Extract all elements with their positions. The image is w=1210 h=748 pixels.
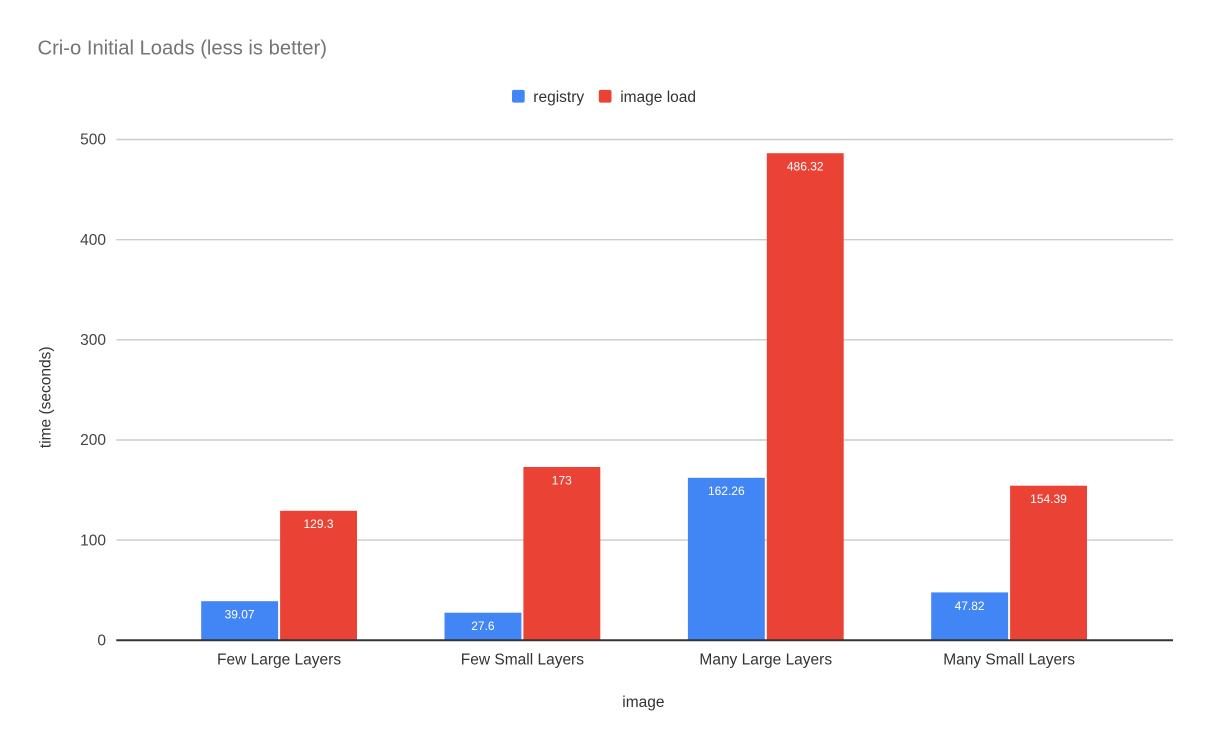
svg-text:time (seconds): time (seconds) xyxy=(37,346,54,448)
svg-text:Few Large Layers: Few Large Layers xyxy=(217,652,341,669)
svg-text:Many Small Layers: Many Small Layers xyxy=(943,652,1075,669)
svg-text:173: 173 xyxy=(552,473,572,487)
svg-text:200: 200 xyxy=(80,432,106,449)
svg-text:100: 100 xyxy=(80,532,106,549)
svg-text:500: 500 xyxy=(80,132,106,149)
svg-text:400: 400 xyxy=(80,232,106,249)
svg-text:154.39: 154.39 xyxy=(1030,492,1067,506)
svg-text:300: 300 xyxy=(80,332,106,349)
svg-text:47.82: 47.82 xyxy=(955,599,985,613)
svg-text:39.07: 39.07 xyxy=(225,608,255,622)
svg-text:486.32: 486.32 xyxy=(787,160,824,174)
svg-text:image load: image load xyxy=(620,89,696,106)
svg-text:Few Small Layers: Few Small Layers xyxy=(461,652,584,669)
svg-text:162.26: 162.26 xyxy=(708,484,745,498)
svg-text:129.3: 129.3 xyxy=(303,517,333,531)
svg-text:Cri-o Initial Loads (less is b: Cri-o Initial Loads (less is better) xyxy=(38,38,327,60)
svg-text:Many Large Layers: Many Large Layers xyxy=(699,652,832,669)
svg-text:0: 0 xyxy=(97,633,106,650)
svg-text:registry: registry xyxy=(533,89,584,106)
svg-text:image: image xyxy=(622,694,664,711)
svg-text:27.6: 27.6 xyxy=(471,619,495,633)
